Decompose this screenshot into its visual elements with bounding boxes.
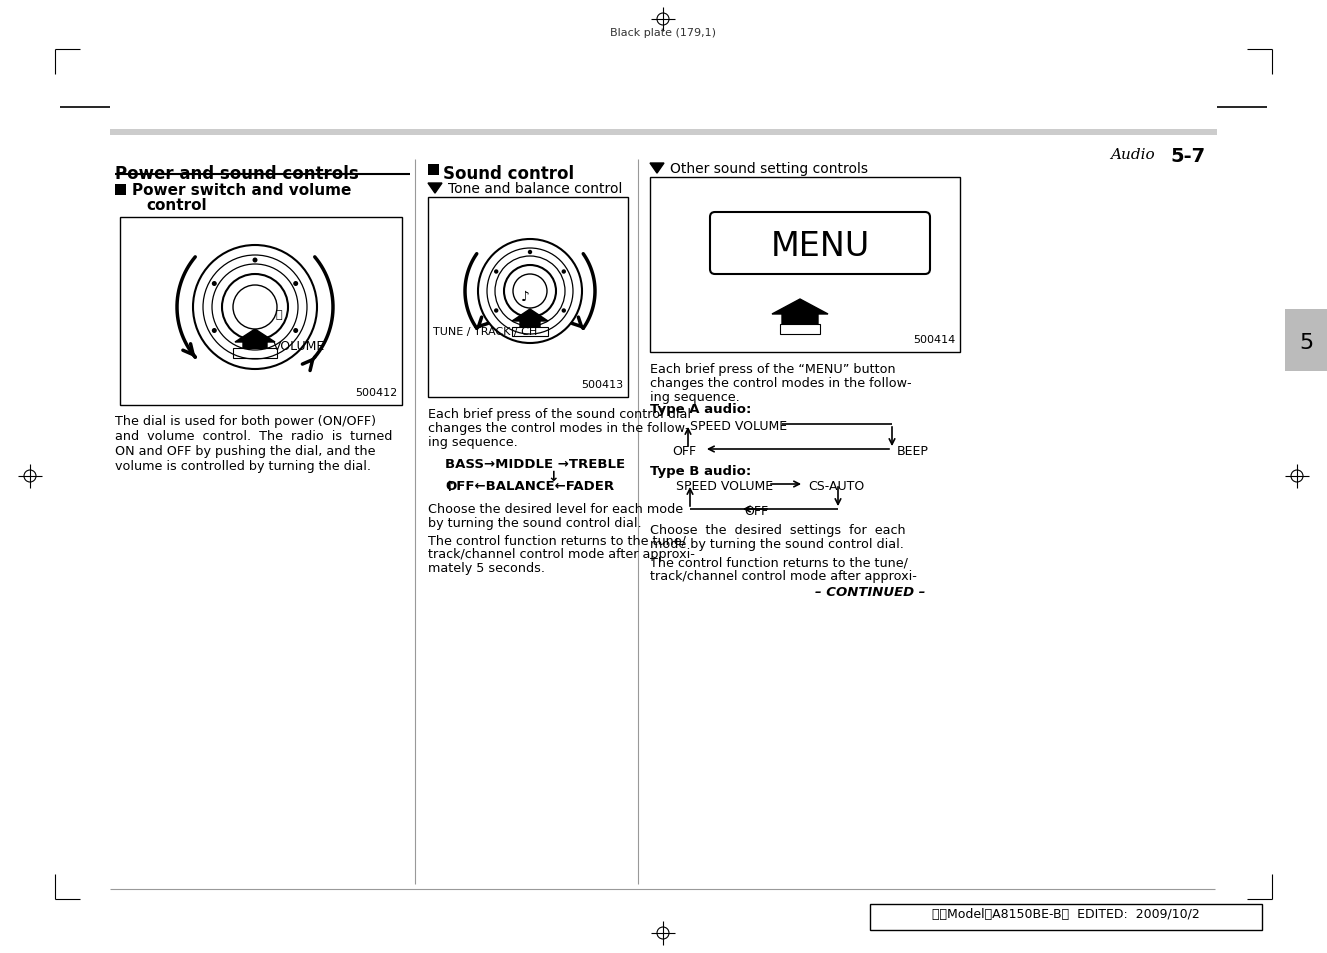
- Text: Choose the desired level for each mode: Choose the desired level for each mode: [429, 502, 683, 516]
- Bar: [512, 328, 548, 336]
- Bar: [650, 178, 959, 353]
- Text: Sound control: Sound control: [443, 165, 575, 183]
- Text: SPEED VOLUME: SPEED VOLUME: [690, 419, 787, 433]
- Text: Other sound setting controls: Other sound setting controls: [670, 162, 868, 175]
- Bar: [871, 904, 1262, 930]
- Polygon shape: [772, 299, 828, 327]
- Bar: [780, 325, 820, 335]
- Text: TUNE / TRACK / CH: TUNE / TRACK / CH: [433, 327, 537, 336]
- Text: changes the control modes in the follow-: changes the control modes in the follow-: [650, 376, 912, 390]
- Circle shape: [528, 251, 532, 255]
- Text: The dial is used for both power (ON/OFF): The dial is used for both power (ON/OFF): [115, 415, 376, 428]
- Text: mately 5 seconds.: mately 5 seconds.: [429, 561, 545, 575]
- Circle shape: [252, 352, 257, 357]
- Text: ing sequence.: ing sequence.: [429, 436, 518, 449]
- Circle shape: [252, 258, 257, 263]
- Text: 500413: 500413: [581, 379, 622, 390]
- Text: BASS→MIDDLE →TREBLE: BASS→MIDDLE →TREBLE: [445, 457, 625, 471]
- Text: and  volume  control.  The  radio  is  turned: and volume control. The radio is turned: [115, 430, 393, 442]
- Text: Type B audio:: Type B audio:: [650, 464, 751, 477]
- Polygon shape: [650, 164, 664, 173]
- Text: 500414: 500414: [913, 335, 955, 345]
- Circle shape: [494, 270, 499, 274]
- Text: Choose  the  desired  settings  for  each: Choose the desired settings for each: [650, 523, 905, 537]
- Circle shape: [293, 329, 299, 334]
- Bar: [110, 130, 1217, 136]
- FancyBboxPatch shape: [710, 213, 930, 274]
- Text: track/channel control mode after approxi-: track/channel control mode after approxi…: [650, 569, 917, 582]
- Text: Black plate (179,1): Black plate (179,1): [610, 28, 717, 38]
- Circle shape: [293, 282, 299, 287]
- Text: ↑: ↑: [443, 479, 455, 494]
- Bar: [429, 198, 628, 397]
- Text: ♪: ♪: [520, 290, 529, 304]
- Circle shape: [514, 274, 547, 309]
- Text: 5: 5: [1299, 333, 1314, 353]
- Text: OFF: OFF: [671, 444, 697, 457]
- Text: BEEP: BEEP: [897, 444, 929, 457]
- Text: ing sequence.: ing sequence.: [650, 391, 739, 403]
- Text: Power and sound controls: Power and sound controls: [115, 165, 358, 183]
- Text: control: control: [146, 198, 207, 213]
- Bar: [119, 218, 402, 406]
- Circle shape: [212, 329, 216, 334]
- Text: Each brief press of the sound control dial: Each brief press of the sound control di…: [429, 408, 691, 420]
- Text: OFF←BALANCE←FADER: OFF←BALANCE←FADER: [445, 479, 614, 493]
- Text: by turning the sound control dial.: by turning the sound control dial.: [429, 517, 642, 530]
- Polygon shape: [429, 184, 442, 193]
- Polygon shape: [235, 330, 275, 351]
- Circle shape: [494, 309, 499, 314]
- Text: SPEED VOLUME: SPEED VOLUME: [675, 479, 774, 493]
- Circle shape: [234, 286, 277, 330]
- Circle shape: [212, 282, 216, 287]
- Text: OFF: OFF: [744, 504, 768, 517]
- Text: Each brief press of the “MENU” button: Each brief press of the “MENU” button: [650, 363, 896, 375]
- Text: MENU: MENU: [771, 230, 869, 262]
- Text: 5-7: 5-7: [1170, 147, 1205, 166]
- Text: changes the control modes in the follow-: changes the control modes in the follow-: [429, 421, 690, 435]
- Text: VOLUME: VOLUME: [273, 339, 325, 353]
- Text: ON and OFF by pushing the dial, and the: ON and OFF by pushing the dial, and the: [115, 444, 376, 457]
- Text: ↓: ↓: [547, 470, 559, 483]
- Text: The control function returns to the tune/: The control function returns to the tune…: [650, 556, 908, 568]
- Text: Audio: Audio: [1111, 148, 1154, 162]
- Text: 北米ModelＢA8150BE-BＢ  EDITED:  2009/10/2: 北米ModelＢA8150BE-BＢ EDITED: 2009/10/2: [932, 907, 1200, 920]
- Bar: [429, 165, 439, 175]
- Circle shape: [561, 309, 567, 314]
- Bar: [115, 185, 126, 195]
- Bar: [234, 349, 277, 358]
- Bar: [1285, 310, 1327, 372]
- Text: Power switch and volume: Power switch and volume: [131, 183, 352, 198]
- Text: mode by turning the sound control dial.: mode by turning the sound control dial.: [650, 537, 904, 551]
- Text: The control function returns to the tune/: The control function returns to the tune…: [429, 534, 686, 546]
- Text: Tone and balance control: Tone and balance control: [449, 182, 622, 195]
- Text: CS-AUTO: CS-AUTO: [808, 479, 864, 493]
- Circle shape: [561, 270, 567, 274]
- Circle shape: [528, 329, 532, 333]
- Text: 500412: 500412: [354, 388, 397, 397]
- Text: Type A audio:: Type A audio:: [650, 402, 751, 416]
- Polygon shape: [512, 310, 548, 330]
- Text: – CONTINUED –: – CONTINUED –: [815, 585, 925, 598]
- Text: track/channel control mode after approxi-: track/channel control mode after approxi…: [429, 547, 695, 560]
- Text: volume is controlled by turning the dial.: volume is controlled by turning the dial…: [115, 459, 372, 473]
- Text: ⏻: ⏻: [276, 310, 283, 319]
